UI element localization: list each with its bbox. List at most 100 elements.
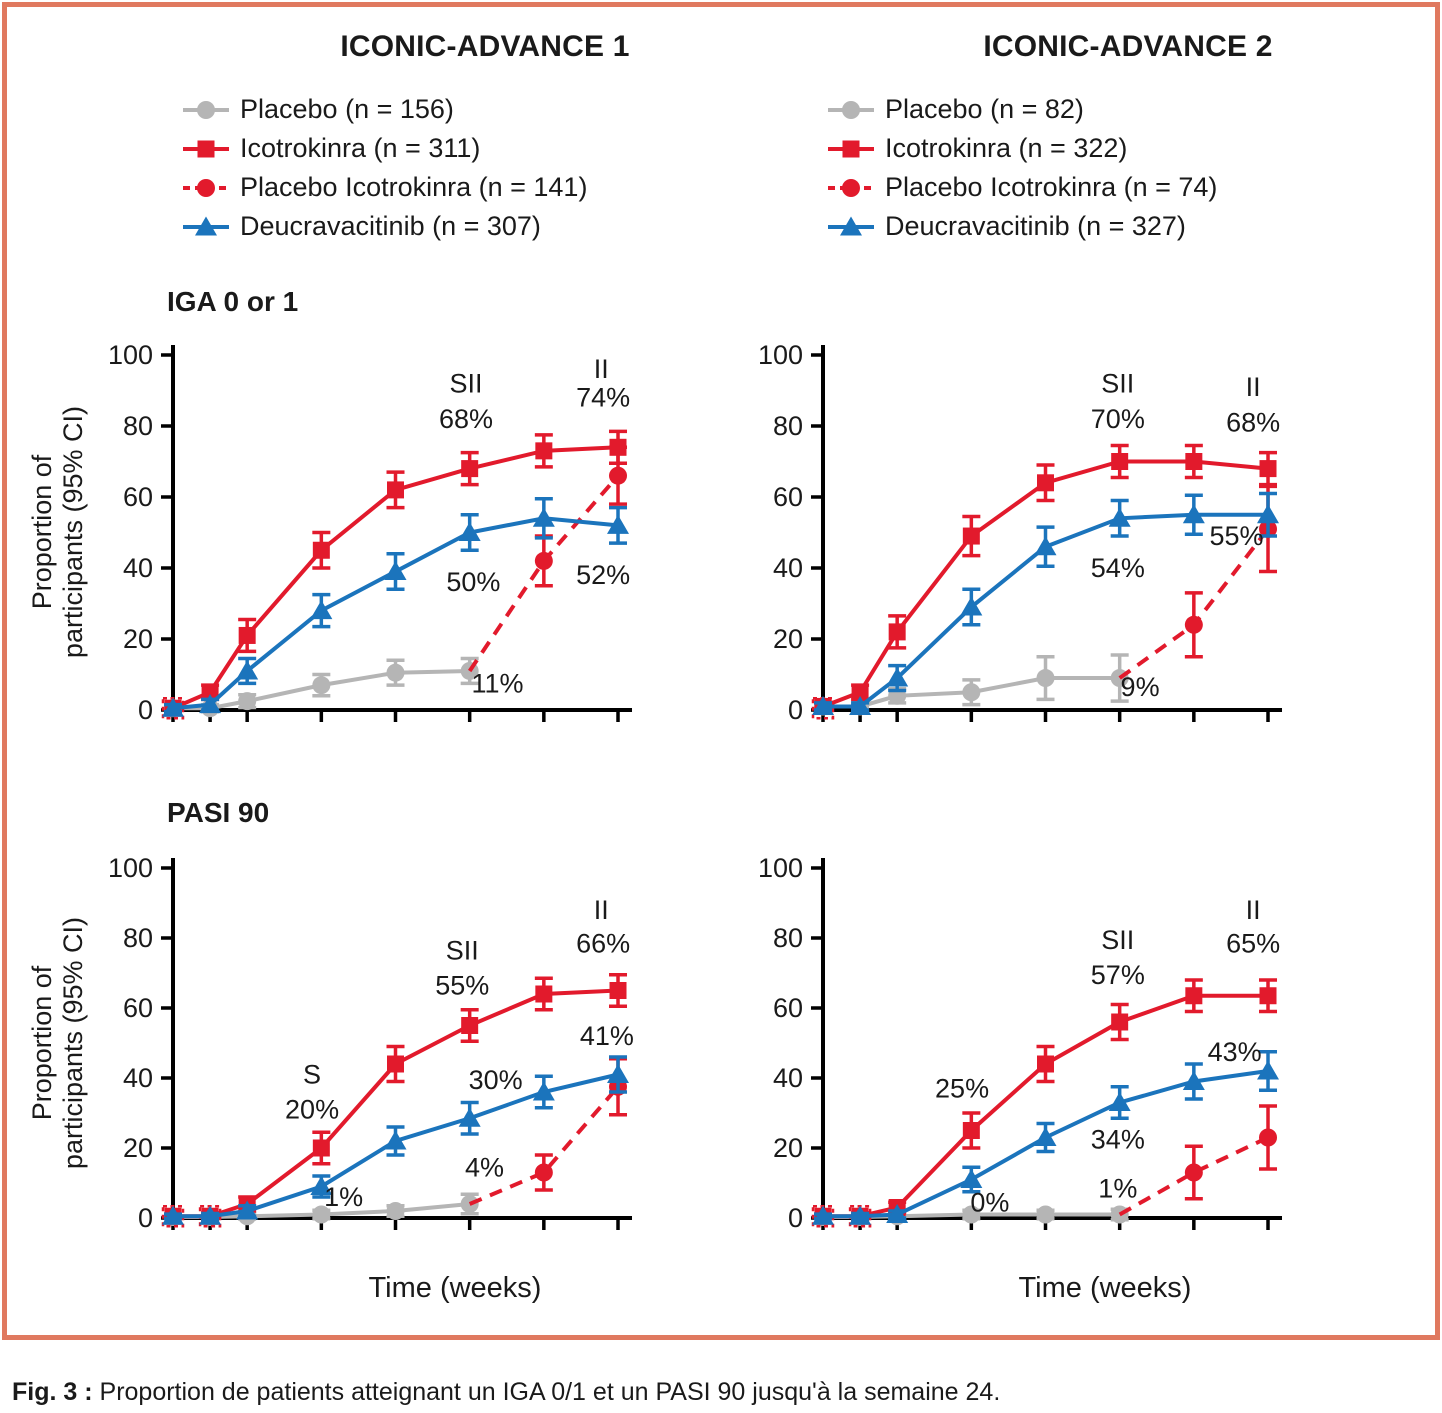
square-marker-icon (842, 140, 860, 157)
annotation-9pct: 9% (1121, 672, 1160, 702)
deucravacitinib-marker-icon (828, 216, 874, 235)
circle-marker-icon (238, 692, 257, 711)
triangle-marker-icon (532, 507, 555, 527)
legend-label-placebo: Placebo (n = 82) (885, 94, 1084, 124)
annotation-II: II (1246, 895, 1261, 925)
series-line (823, 1069, 1269, 1219)
triangle-marker-icon (162, 1205, 184, 1225)
square-marker-icon (312, 1139, 330, 1157)
triangle-marker-icon (812, 1205, 834, 1225)
triangle-marker-icon (1034, 536, 1057, 556)
axes: 0 20 40 60 80 100 (108, 340, 633, 725)
circle-marker-icon (609, 466, 628, 485)
annotation-54pct: 54% (1091, 553, 1145, 583)
triangle-marker-icon (812, 695, 834, 715)
square-marker-icon (962, 1122, 980, 1139)
y-tick-label: 60 (123, 482, 153, 512)
triangle-marker-icon (607, 1064, 630, 1083)
y-tick-label: 0 (138, 695, 153, 725)
square-marker-icon (1111, 1013, 1129, 1031)
series-deucravacitinib (812, 491, 1280, 715)
square-marker-icon (201, 683, 219, 701)
series-icotrokinra (164, 973, 628, 1225)
y-tick-label: 100 (758, 340, 803, 370)
circle-marker-icon (842, 178, 860, 197)
legend-item-deucravacitinib: Deucravacitinib (n = 327) (828, 207, 1217, 246)
circle-marker-icon (197, 100, 215, 119)
circle-marker-icon (962, 683, 981, 702)
triangle-marker-icon (458, 1107, 481, 1127)
triangle-marker-icon (1257, 504, 1280, 524)
series-deucravacitinib (162, 1055, 630, 1225)
triangle-marker-icon (1257, 1060, 1280, 1080)
square-marker-icon (1185, 987, 1203, 1005)
annotation-II: II (594, 354, 609, 384)
annotation-68pct: 68% (439, 404, 493, 434)
circle-marker-icon (386, 663, 405, 682)
y-tick-label: 40 (123, 1063, 153, 1093)
series-line (173, 988, 619, 1219)
y-tick-label: 100 (108, 853, 153, 883)
triangle-marker-icon (199, 694, 222, 714)
legend-item-placebo: Placebo (n = 82) (828, 90, 1217, 129)
annotation-55pct: 55% (1209, 521, 1263, 551)
legend-label-placebo-icotrokinra: Placebo Icotrokinra (n = 141) (240, 172, 588, 202)
row-title-iga-0-or-1: IGA 0 or 1 (167, 286, 299, 317)
triangle-marker-icon (199, 1205, 222, 1225)
row-title-pasi-90: PASI 90 (167, 797, 270, 828)
annotation-74pct: 74% (576, 383, 630, 413)
square-marker-icon (609, 982, 627, 999)
square-marker-icon (238, 626, 256, 644)
annotation-52pct: 52% (576, 560, 630, 590)
triangle-marker-icon (1182, 1071, 1205, 1090)
y-tick-label: 60 (773, 482, 803, 512)
annotation-SII: SII (1101, 925, 1134, 955)
annotation-II: II (1246, 372, 1261, 402)
legend-label-icotrokinra: Icotrokinra (n = 322) (885, 133, 1128, 163)
y-tick-label: 40 (773, 553, 803, 583)
annotation-20pct: 20% (285, 1095, 339, 1125)
placebo-marker-icon (828, 100, 874, 119)
annotation-30pct: 30% (469, 1065, 523, 1095)
legend-label-deucravacitinib: Deucravacitinib (n = 307) (240, 211, 541, 241)
triangle-marker-icon (236, 660, 259, 680)
deucravacitinib-marker-icon (183, 216, 229, 235)
circle-marker-icon (534, 551, 553, 570)
square-marker-icon (1259, 987, 1277, 1005)
y-tick-label: 0 (138, 1203, 153, 1233)
triangle-marker-icon (886, 1204, 909, 1223)
triangle-marker-icon (607, 514, 630, 534)
triangle-marker-icon (849, 1205, 872, 1225)
series-placebo_icotrokinra (811, 484, 1278, 720)
column-title-iconic-advance-1: ICONIC-ADVANCE 1 (340, 30, 630, 63)
annotation-11pct: 11% (471, 668, 523, 698)
triangle-marker-icon (162, 697, 184, 717)
y-tick-label: 40 (773, 1063, 803, 1093)
triangle-marker-icon (886, 667, 909, 687)
figure-caption-label: Fig. 3 : (12, 1378, 93, 1406)
triangle-marker-icon (840, 216, 862, 235)
triangle-marker-icon (310, 600, 333, 620)
figure-caption-text: Proportion de patients atteignant un IGA… (99, 1378, 1001, 1406)
axes: 0 20 40 60 80 100 (758, 853, 1283, 1233)
triangle-marker-icon (1182, 504, 1205, 524)
annotation-34pct: 34% (1091, 1124, 1145, 1154)
circle-marker-icon (197, 178, 215, 197)
annotation-SII: SII (446, 935, 479, 965)
y-tick-label: 20 (773, 624, 803, 654)
triangle-marker-icon (236, 1200, 259, 1220)
circle-marker-icon (1184, 1163, 1203, 1182)
annotation-68pct: 68% (1226, 407, 1280, 437)
legend-item-placebo-icotrokinra: Placebo Icotrokinra (n = 141) (183, 168, 587, 207)
triangle-marker-icon (849, 695, 872, 715)
square-marker-icon (535, 442, 553, 460)
legend-iconic-advance-2: Placebo (n = 82) Icotrokinra (n = 322) P… (828, 90, 1217, 246)
square-marker-icon (888, 623, 906, 641)
annotation-43pct: 43% (1208, 1037, 1262, 1067)
y-tick-label: 0 (788, 695, 803, 725)
triangle-marker-icon (195, 216, 217, 235)
triangle-marker-icon (1034, 1127, 1057, 1146)
square-marker-icon (461, 460, 479, 478)
annotation-70pct: 70% (1091, 404, 1145, 434)
